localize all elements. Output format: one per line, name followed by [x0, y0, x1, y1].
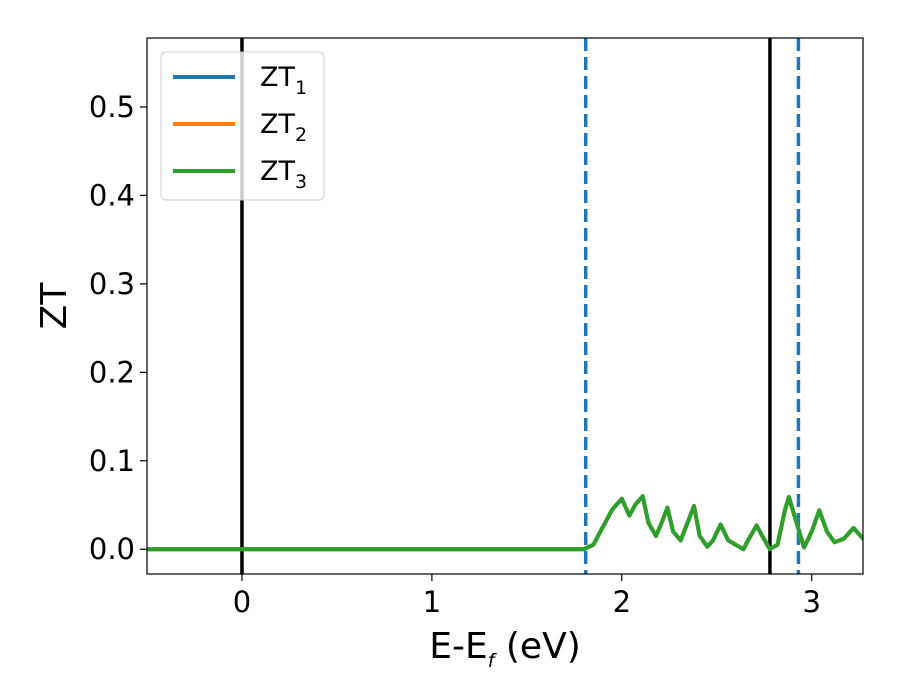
legend-label-3: ZT3	[260, 156, 307, 193]
x-tick-label: 2	[613, 585, 631, 619]
x-tick-label: 0	[233, 585, 251, 619]
reference-lines	[240, 38, 801, 574]
series-lines	[147, 494, 863, 552]
y-axis-ticks: 0.0 0.1 0.2 0.3 0.4 0.5	[89, 90, 147, 566]
x-tick-label: 1	[423, 585, 441, 619]
x-axis-label-subscript: f	[488, 650, 498, 672]
y-tick-label: 0.4	[89, 178, 135, 212]
legend-label-1: ZT1	[260, 62, 307, 99]
x-axis-label: E-Ef (eV)	[429, 626, 581, 672]
y-axis-label: ZT	[34, 282, 75, 330]
legend-label-2: ZT2	[260, 109, 307, 146]
series-line-2	[147, 494, 863, 552]
y-tick-label: 0.2	[89, 355, 135, 389]
x-axis-ticks: 0 1 2 3	[233, 574, 821, 619]
legend: ZT1 ZT2 ZT3	[160, 51, 325, 201]
plot-frame	[146, 37, 864, 575]
y-tick-label: 0.3	[89, 267, 135, 301]
x-tick-label: 3	[802, 585, 820, 619]
series-line-1	[147, 494, 863, 552]
series-line-3	[147, 494, 863, 552]
y-tick-label: 0.0	[89, 532, 135, 566]
x-axis-label-unit: (eV)	[494, 626, 580, 667]
legend-box	[160, 51, 325, 201]
y-tick-label: 0.5	[89, 90, 135, 124]
y-tick-label: 0.1	[89, 444, 135, 478]
